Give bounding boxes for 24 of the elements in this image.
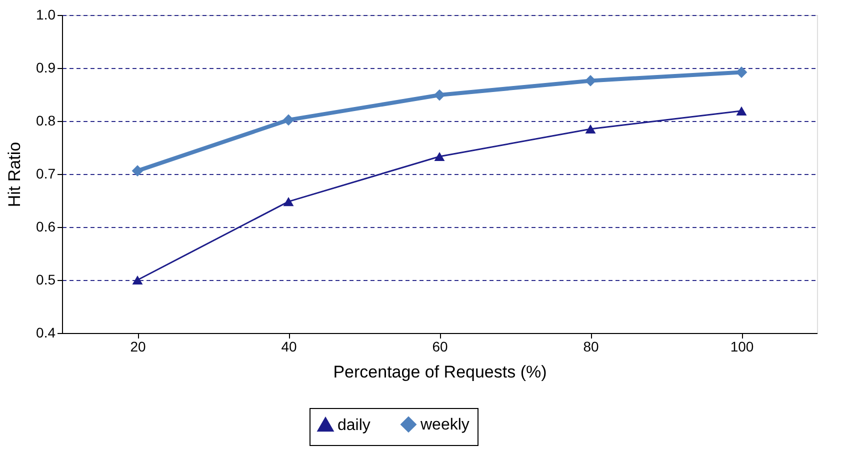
y-tick-label: 0.8 bbox=[36, 112, 56, 128]
point bbox=[283, 197, 294, 206]
y-tick-label: 0.4 bbox=[36, 324, 56, 340]
y-axis-title: Hit Ratio bbox=[5, 142, 24, 208]
x-axis-title: Percentage of Requests (%) bbox=[333, 362, 547, 382]
point bbox=[434, 89, 446, 101]
point bbox=[434, 152, 445, 162]
y-tick-label: 0.7 bbox=[36, 166, 56, 182]
x-tick-label: 20 bbox=[130, 338, 146, 354]
point bbox=[585, 124, 596, 134]
legend-label: daily bbox=[338, 416, 370, 434]
legend-label: weekly bbox=[420, 416, 470, 434]
x-tick-label: 80 bbox=[583, 338, 599, 354]
y-tick-label: 0.5 bbox=[36, 272, 56, 288]
y-tick-label: 0.9 bbox=[36, 60, 56, 76]
y-tick-label: 1.0 bbox=[36, 6, 56, 22]
point bbox=[282, 114, 294, 126]
x-tick-label: 100 bbox=[730, 338, 754, 354]
point bbox=[736, 106, 747, 116]
y-tick-label: 0.6 bbox=[36, 218, 56, 234]
x-tick-label: 40 bbox=[281, 338, 297, 354]
x-tick-label: 60 bbox=[432, 338, 448, 354]
point bbox=[132, 275, 143, 285]
point bbox=[132, 165, 144, 177]
